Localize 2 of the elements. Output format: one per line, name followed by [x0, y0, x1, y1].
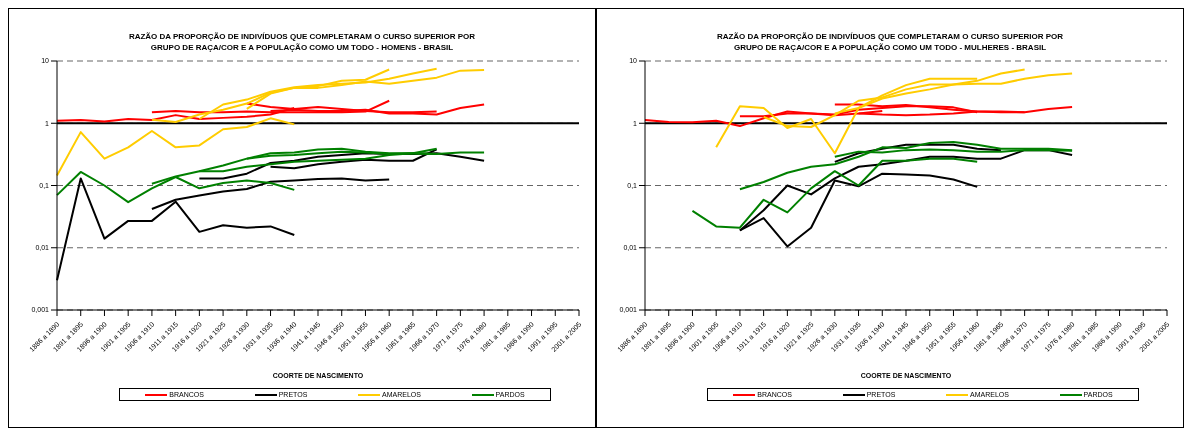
chart-title: RAZÃO DA PROPORÇÃO DE INDIVÍDUOS QUE COMPLETARAM O CURSO SUPERIOR POR GRUPO DE RAÇA/COR E A POPULAÇÃO COMO UM TODO - MULHERES - BRASIL	[715, 31, 1065, 53]
chart-title: RAZÃO DA PROPORÇÃO DE INDIVÍDUOS QUE COMPLETARAM O CURSO SUPERIOR POR GRUPO DE RAÇA/COR E A POPULAÇÃO COMO UM TODO - HOMENS - BRASIL	[127, 31, 477, 53]
